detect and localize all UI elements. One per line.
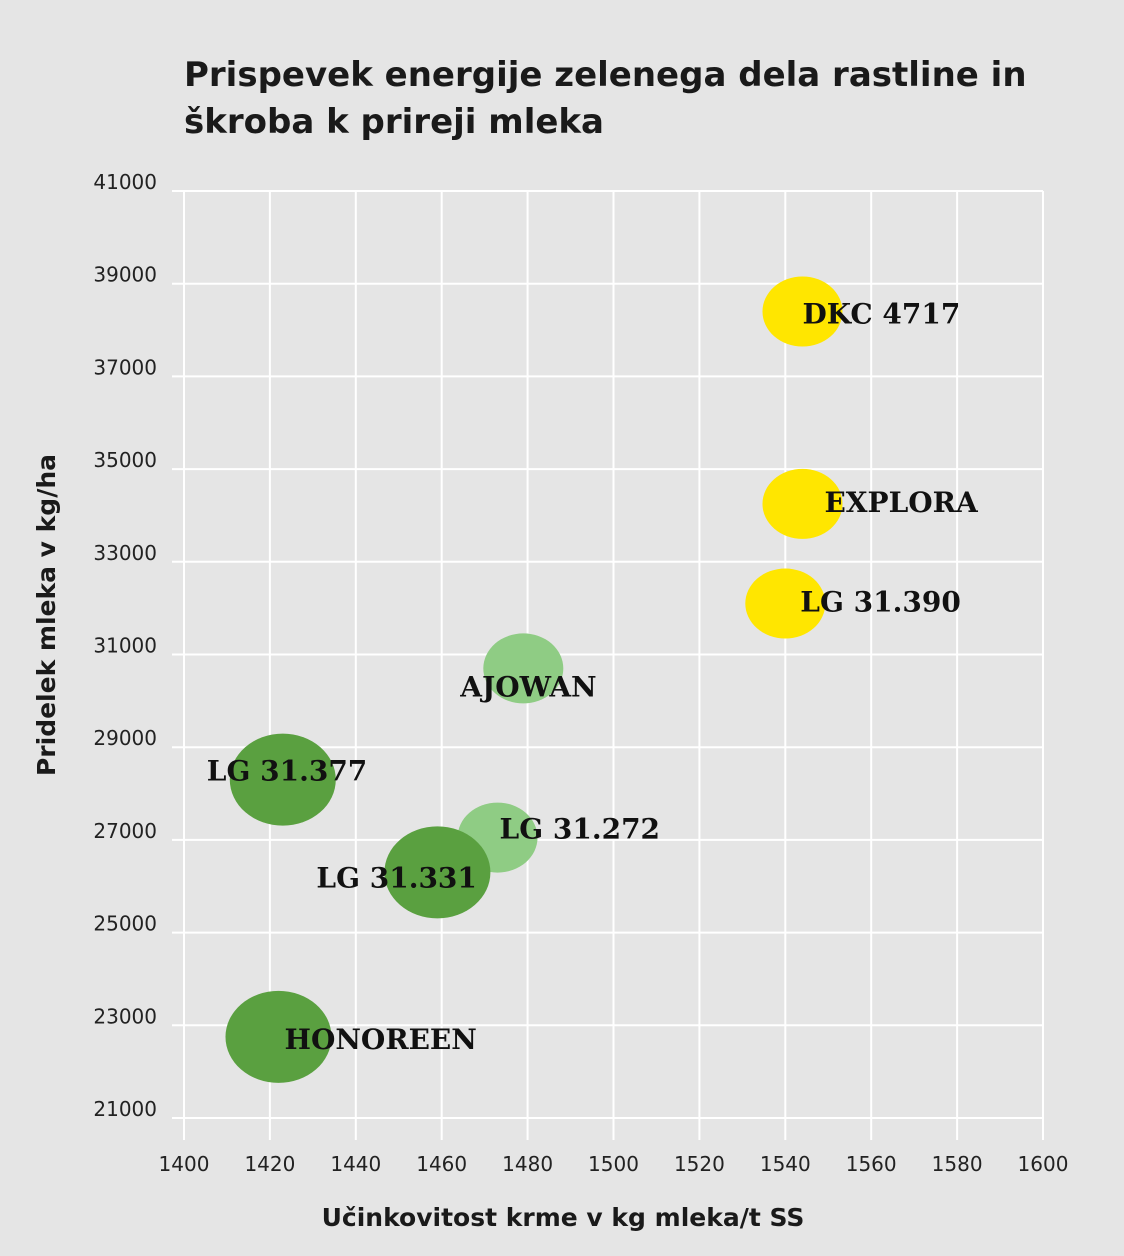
data-point-label: EXPLORA [824, 486, 978, 519]
x-tick-label: 1400 [159, 1152, 210, 1176]
x-axis-title: Učinkovitost krme v kg mleka/t SS [322, 1203, 805, 1232]
y-tick-label: 39000 [93, 263, 157, 287]
y-tick-label: 21000 [93, 1097, 157, 1121]
data-point-label: LG 31.331 [316, 861, 477, 894]
x-tick-label: 1420 [244, 1152, 295, 1176]
y-axis-title: Pridelek mleka v kg/ha [32, 454, 61, 776]
y-axis-ticks: 21000 23000 25000 27000 29000 31000 33000 35000… [93, 170, 157, 1121]
chart-title-line-1: Prispevek energije zelenega dela rastlin… [184, 55, 1027, 95]
data-point [483, 633, 564, 704]
y-tick-label: 41000 [93, 170, 157, 194]
x-tick-label: 1520 [674, 1152, 725, 1176]
y-tick-label: 25000 [93, 912, 157, 936]
x-tick-label: 1560 [846, 1152, 897, 1176]
data-point-label: DKC 4717 [802, 298, 960, 331]
y-tick-label: 33000 [93, 541, 157, 565]
y-tick-label: 37000 [93, 355, 157, 379]
data-point-labels: DKC 4717 EXPLORA LG 31.390 AJOWAN LG 31.377 L… [207, 298, 979, 1056]
y-tick-label: 27000 [93, 819, 157, 843]
data-point [762, 276, 843, 347]
data-point [745, 568, 826, 639]
x-tick-label: 1580 [932, 1152, 983, 1176]
data-point-label: LG 31.390 [800, 586, 961, 619]
chart-title-line-2: škroba k prireji mleka [184, 102, 604, 142]
y-tick-label: 35000 [93, 448, 157, 472]
data-point [384, 826, 491, 919]
x-tick-label: 1440 [330, 1152, 381, 1176]
x-tick-label: 1540 [760, 1152, 811, 1176]
x-axis-ticks: 1400 1420 1440 1460 1480 1500 1520 1540 1560 1580… [159, 1152, 1069, 1176]
data-points [225, 276, 843, 1083]
data-point-label: AJOWAN [459, 670, 596, 703]
x-tick-label: 1480 [502, 1152, 553, 1176]
y-tick-label: 29000 [93, 726, 157, 750]
data-point-label: LG 31.377 [207, 755, 368, 788]
data-point [225, 990, 332, 1083]
data-point [229, 733, 336, 826]
chart-title: Prispevek energije zelenega dela rastlin… [184, 52, 1044, 146]
x-tick-label: 1460 [416, 1152, 467, 1176]
data-point [762, 468, 843, 539]
x-tick-label: 1500 [588, 1152, 639, 1176]
x-tick-label: 1600 [1018, 1152, 1069, 1176]
data-point-label: LG 31.272 [500, 813, 661, 846]
y-tick-label: 31000 [93, 634, 157, 658]
y-tick-label: 23000 [93, 1004, 157, 1028]
data-point-label: HONOREEN [284, 1023, 476, 1056]
